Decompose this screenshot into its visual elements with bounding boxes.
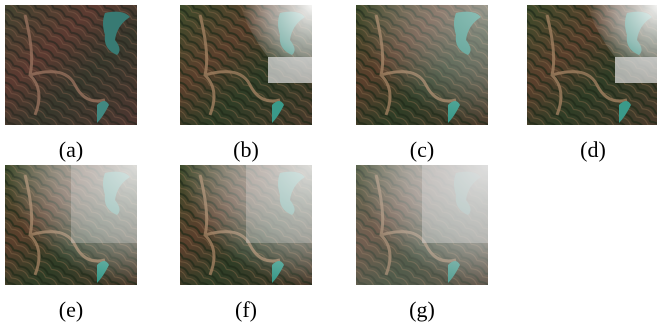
panel (180, 5, 312, 125)
haze-block (615, 57, 657, 83)
panel-label: (a) (59, 137, 83, 162)
panel-label: (b) (233, 137, 259, 162)
panel (5, 5, 137, 125)
haze-block (268, 57, 312, 83)
haze-veil (356, 165, 488, 285)
haze-block (71, 165, 137, 243)
figure: (a) (b) (c) (d) (e) (f) (g) (0, 0, 657, 324)
haze (356, 5, 488, 125)
panel-label: (d) (580, 137, 606, 162)
panel-label: (c) (410, 137, 434, 162)
panel-label: (f) (235, 297, 257, 322)
panel (356, 165, 488, 285)
haze-block (246, 165, 312, 243)
panel-label: (e) (59, 297, 83, 322)
panel (180, 165, 312, 285)
panel (527, 5, 657, 125)
panel (5, 165, 137, 285)
panel-label: (g) (409, 297, 435, 322)
color-tint (5, 5, 137, 125)
panel (356, 5, 488, 125)
